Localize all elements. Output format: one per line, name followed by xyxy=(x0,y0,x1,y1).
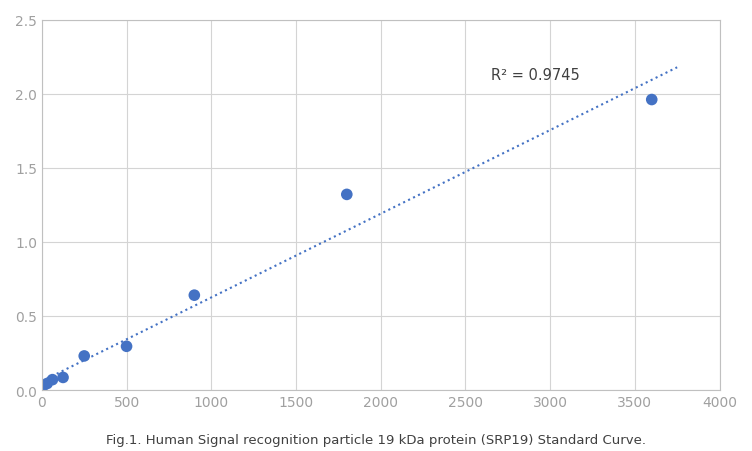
Text: Fig.1. Human Signal recognition particle 19 kDa protein (SRP19) Standard Curve.: Fig.1. Human Signal recognition particle… xyxy=(106,433,646,446)
Point xyxy=(188,292,200,299)
Point xyxy=(57,374,69,381)
Point xyxy=(646,97,658,104)
Point xyxy=(36,387,48,394)
Text: R² = 0.9745: R² = 0.9745 xyxy=(491,68,580,83)
Point xyxy=(41,380,53,387)
Point xyxy=(341,191,353,198)
Point xyxy=(47,376,59,383)
Point xyxy=(120,343,132,350)
Point xyxy=(78,353,90,360)
